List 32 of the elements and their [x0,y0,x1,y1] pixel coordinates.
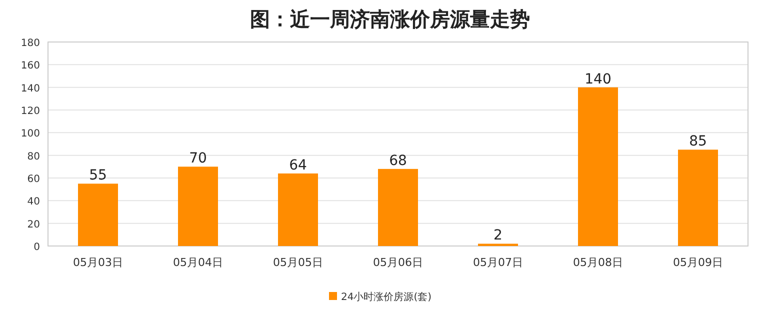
data-label: 2 [494,228,502,244]
x-tick-label: 05月07日 [473,256,523,269]
bar [78,184,118,246]
y-tick-label: 160 [20,60,40,72]
bar [578,87,618,246]
bar [678,150,718,246]
data-label: 68 [389,152,407,169]
data-label: 70 [189,150,207,167]
data-label: 55 [89,168,107,184]
y-tick-label: 20 [27,219,40,230]
data-label: 140 [584,71,612,88]
y-tick-label: 120 [20,106,40,117]
x-tick-label: 05月06日 [373,256,423,269]
x-tick-label: 05月09日 [673,256,723,269]
y-tick-label: 80 [27,151,40,162]
bar [378,168,418,246]
y-tick-label: 140 [20,83,40,94]
x-tick-label: 05月03日 [73,256,123,269]
y-tick-label: 0 [34,242,40,253]
x-tick-label: 05月08日 [573,256,623,269]
chart-title: 图：近一周济南涨价房源量走势 [250,7,530,31]
y-tick-label: 100 [20,128,40,140]
x-tick-label: 05月05日 [273,256,323,269]
bar [278,173,318,246]
bar [178,166,218,246]
legend-label: 24小时涨价房源(套) [341,291,432,303]
data-label: 85 [689,134,707,150]
y-tick-label: 180 [20,38,40,49]
data-label: 64 [289,157,307,174]
y-tick-label: 40 [27,196,40,208]
x-tick-label: 05月04日 [173,256,223,269]
y-tick-label: 60 [27,174,40,185]
